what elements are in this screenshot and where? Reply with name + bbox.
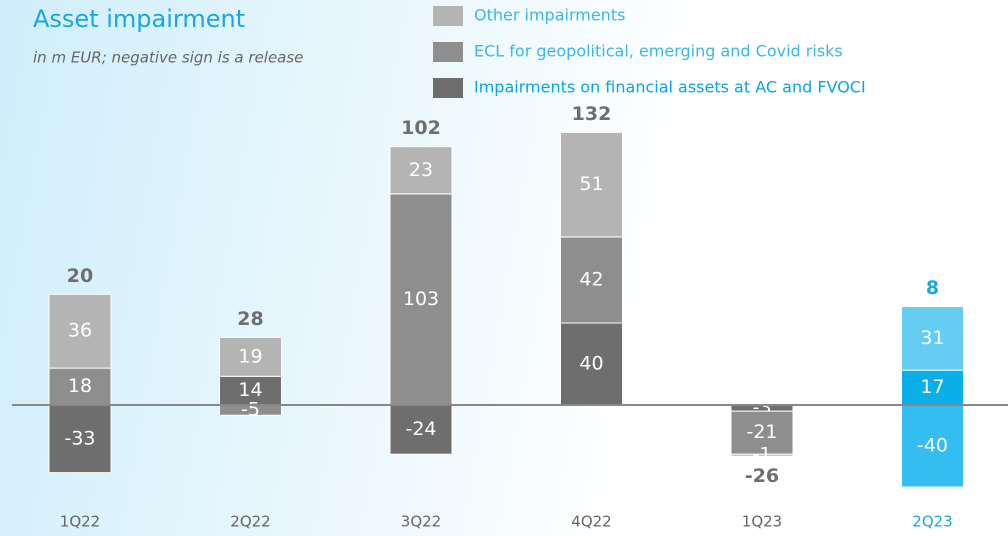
legend-label: Other impairments bbox=[474, 6, 625, 25]
x-tick-label: 4Q22 bbox=[571, 513, 611, 531]
value-label: 19 bbox=[238, 345, 262, 367]
bar-segment bbox=[560, 131, 623, 238]
value-label: 17 bbox=[920, 376, 944, 398]
value-label: 18 bbox=[68, 375, 92, 397]
value-label: -33 bbox=[64, 427, 95, 449]
value-label: 14 bbox=[238, 379, 262, 401]
bar-segment bbox=[730, 410, 794, 455]
x-tick-label: 1Q22 bbox=[60, 513, 100, 531]
bar-segment bbox=[901, 369, 964, 406]
value-label: 31 bbox=[920, 327, 944, 349]
x-tick-label: 1Q23 bbox=[742, 513, 782, 531]
value-label: -21 bbox=[746, 421, 777, 443]
legend-swatch bbox=[433, 6, 463, 26]
value-label: -1 bbox=[753, 444, 772, 466]
bar-segment bbox=[901, 306, 964, 371]
legend-swatch bbox=[433, 78, 463, 98]
bar-segment bbox=[560, 236, 623, 324]
legend: Impairments on financial assets at AC an… bbox=[433, 6, 866, 98]
value-label: 23 bbox=[409, 159, 433, 181]
value-label: -5 bbox=[241, 399, 260, 421]
total-label: -26 bbox=[745, 465, 779, 487]
legend-swatch bbox=[433, 42, 463, 62]
total-label: 8 bbox=[926, 277, 939, 299]
value-label: 36 bbox=[68, 320, 92, 342]
bar-segment bbox=[389, 146, 453, 195]
bar-segment bbox=[48, 367, 112, 406]
value-label: 103 bbox=[403, 288, 439, 310]
value-label: 42 bbox=[579, 268, 603, 290]
x-tick-label: 2Q22 bbox=[230, 513, 270, 531]
total-label: 132 bbox=[572, 103, 612, 125]
value-label: -24 bbox=[405, 418, 436, 440]
x-tick-label: 2Q23 bbox=[912, 513, 952, 531]
bar-segment bbox=[560, 322, 623, 406]
chart-title: Asset impairment bbox=[33, 5, 245, 33]
total-label: 102 bbox=[401, 117, 441, 139]
x-tick-label: 3Q22 bbox=[401, 513, 441, 531]
bar-segment bbox=[48, 404, 112, 474]
bar-segment bbox=[219, 336, 282, 377]
bar-segment bbox=[219, 375, 282, 406]
value-label: 51 bbox=[579, 173, 603, 195]
legend-label: ECL for geopolitical, emerging and Covid… bbox=[474, 42, 843, 61]
total-label: 20 bbox=[67, 265, 93, 287]
chart-subtitle: in m EUR; negative sign is a release bbox=[33, 49, 303, 67]
value-label: -40 bbox=[917, 435, 948, 457]
value-label: 40 bbox=[579, 353, 603, 375]
bar-segment bbox=[48, 293, 112, 369]
bar-segment bbox=[730, 453, 794, 457]
total-label: 28 bbox=[237, 308, 263, 330]
legend-label: Impairments on financial assets at AC an… bbox=[474, 78, 866, 97]
